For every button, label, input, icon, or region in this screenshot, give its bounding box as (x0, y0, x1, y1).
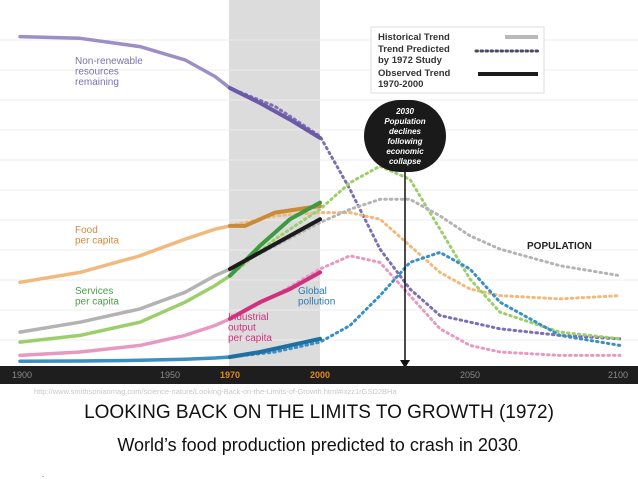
legend: Historical Trend Trend Predicted by 1972… (370, 26, 545, 94)
food-per-capita-label-line: Food (75, 225, 98, 236)
x-tick-2000: 2000 (310, 370, 330, 380)
slide-subtitle: World’s food production predicted to cra… (0, 435, 638, 456)
industrial-output-per-capita-historical-line (18, 317, 232, 358)
non-renewable-resources-remaining-observed-line (228, 86, 322, 140)
legend-historical-label: Historical Trend (378, 32, 450, 43)
x-tick-2050: 2050 (460, 370, 480, 380)
non-renewable-resources-remaining-label-line: remaining (75, 77, 119, 88)
global-pollution-label-line: Global (298, 286, 327, 297)
slide-title: LOOKING BACK ON THE LIMITS TO GROWTH (19… (84, 402, 554, 423)
industrial-output-per-capita-predicted-line (228, 254, 622, 357)
global-pollution-historical-line (18, 355, 232, 364)
callout-line-1: 2030 (395, 107, 414, 116)
callout-2030-bubble (364, 100, 446, 172)
services-per-capita-predicted-line (228, 164, 622, 341)
non-renewable-resources-remaining-label-line: resources (75, 67, 119, 78)
population-observed-line (228, 217, 322, 271)
x-tick-1950: 1950 (160, 370, 180, 380)
industrial-output-per-capita-label-line: Industrial (228, 312, 269, 323)
population-label-line: POPULATION (527, 241, 592, 252)
callout-line-5: economic (386, 147, 424, 156)
series-layer (18, 34, 622, 364)
industrial-output-per-capita-label-line: output (228, 323, 256, 334)
slide-subtitle-text: World’s food production predicted to cra… (117, 435, 518, 455)
callout-line-6: collapse (389, 157, 422, 166)
services-per-capita-historical-line (18, 273, 232, 344)
x-tick-1900: 1900 (12, 370, 32, 380)
services-per-capita-label-line: per capita (75, 297, 119, 308)
legend-observed-label: Observed Trend (378, 68, 451, 79)
services-per-capita-label-line: Services (75, 286, 113, 297)
footnote-dot: . (42, 470, 45, 479)
global-pollution-label-line: pollution (298, 297, 335, 308)
observed-period-shading (229, 0, 320, 370)
x-tick-2100: 2100 (608, 370, 628, 380)
global-pollution-predicted-line (228, 250, 622, 359)
callout-line-2: Population (384, 117, 425, 126)
limits-to-growth-chart: 2030 Population declines following econo… (0, 0, 638, 384)
food-per-capita-observed-line (228, 204, 322, 228)
slide-subtitle-period: . (517, 443, 521, 454)
population-historical-line (18, 267, 232, 334)
x-tick-1970: 1970 (220, 370, 240, 380)
marker-2030-arrowhead (400, 360, 410, 368)
legend-predicted-label: Trend Predicted (378, 44, 450, 55)
food-per-capita-historical-line (18, 224, 232, 285)
callout-line-3: declines (389, 127, 422, 136)
industrial-output-per-capita-label-line: per capita (228, 333, 272, 344)
source-url[interactable]: http://www.smithsonianmag.com/science-na… (34, 387, 397, 396)
food-per-capita-label-line: per capita (75, 236, 119, 247)
global-pollution-observed-line (228, 336, 322, 359)
non-renewable-resources-remaining-label-line: Non-renewable (75, 56, 143, 67)
food-per-capita-predicted-line (228, 211, 622, 301)
industrial-output-per-capita-observed-line (228, 270, 322, 321)
non-renewable-resources-remaining-historical-line (18, 34, 232, 90)
non-renewable-resources-remaining-predicted-line (228, 86, 622, 341)
x-axis-ticks: 1900 1950 1970 2000 2050 2100 (12, 370, 628, 380)
x-axis-band (0, 366, 638, 384)
legend-predicted-label-2: by 1972 Study (378, 55, 443, 66)
population-predicted-line (228, 197, 622, 278)
legend-observed-label-2: 1970-2000 (378, 79, 423, 90)
callout-line-4: following (387, 137, 422, 146)
callout-2030: 2030 Population declines following econo… (364, 100, 446, 172)
